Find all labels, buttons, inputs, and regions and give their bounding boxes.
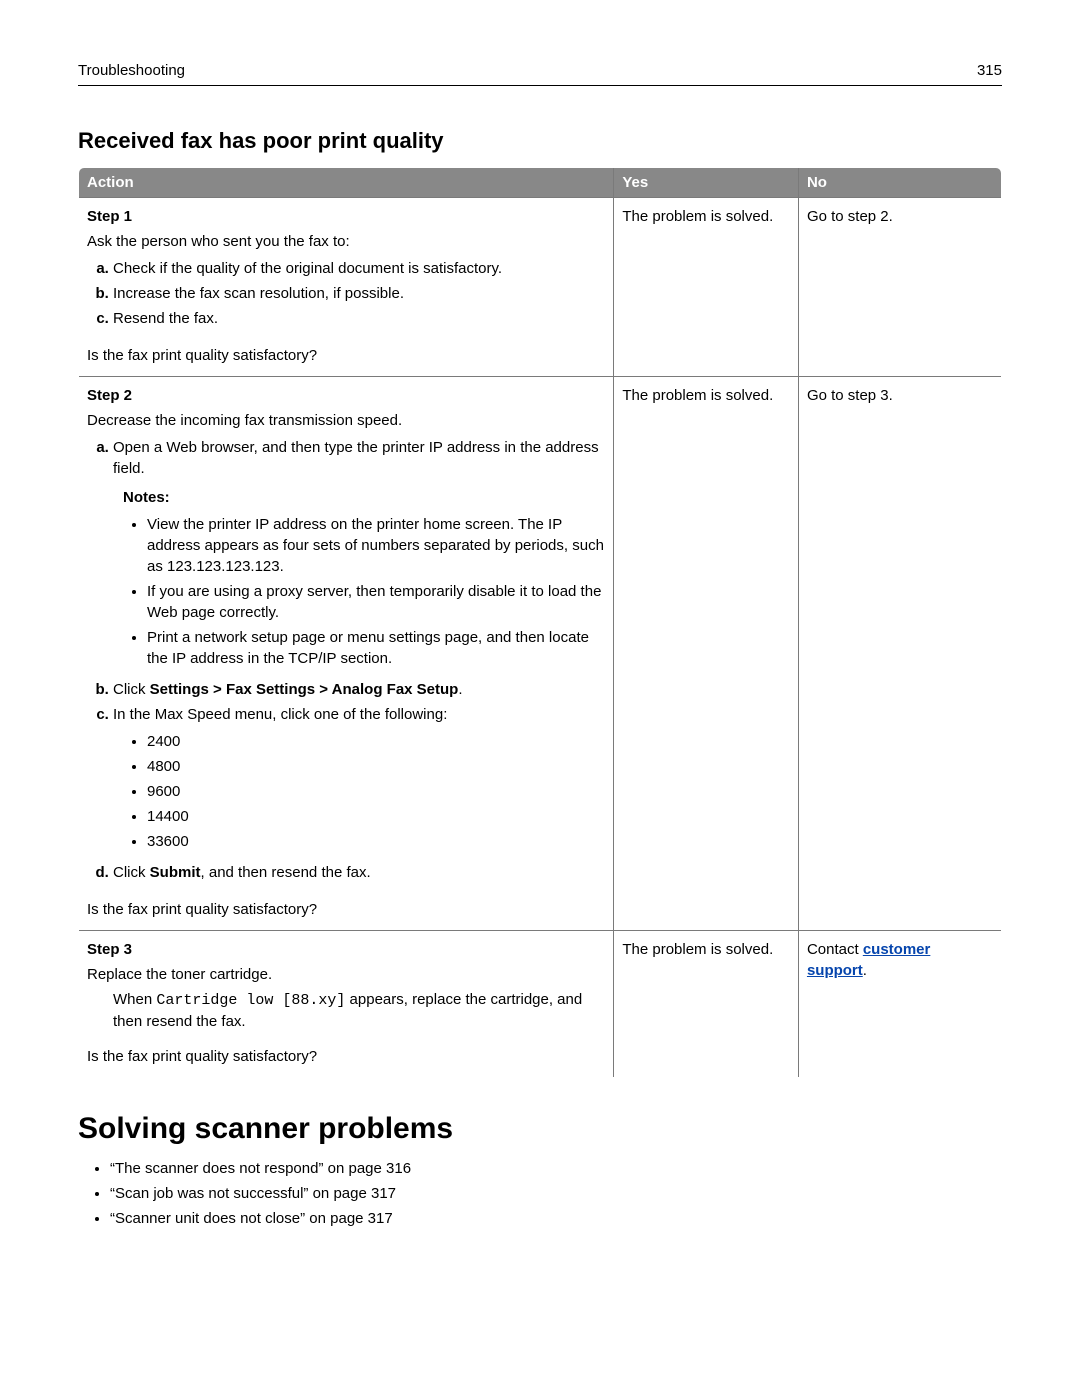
section-title-fax-quality: Received fax has poor print quality bbox=[78, 126, 1002, 157]
step3-action-cell: Step 3 Replace the toner cartridge. When… bbox=[79, 930, 614, 1077]
header-page-number: 315 bbox=[977, 60, 1002, 81]
step3-detail: When Cartridge low [88.xy] appears, repl… bbox=[113, 989, 605, 1032]
step3-no-prefix: Contact bbox=[807, 941, 863, 958]
step2-alpha-list: Open a Web browser, and then type the pr… bbox=[87, 435, 605, 885]
step3-title: Step 3 bbox=[87, 939, 605, 960]
troubleshooting-table: Action Yes No Step 1 Ask the person who … bbox=[78, 167, 1002, 1078]
step3-indent-mono: Cartridge low [88.xy] bbox=[156, 992, 345, 1009]
list-item: Resend the fax. bbox=[113, 306, 605, 331]
step2-no-cell: Go to step 3. bbox=[798, 376, 1001, 930]
step2-a-text: Open a Web browser, and then type the pr… bbox=[113, 439, 599, 477]
step1-no-cell: Go to step 2. bbox=[798, 197, 1001, 376]
step3-intro: Replace the toner cartridge. bbox=[87, 964, 605, 985]
step2-b-prefix: Click bbox=[113, 681, 150, 698]
step2-title: Step 2 bbox=[87, 385, 605, 406]
list-item: 2400 bbox=[147, 729, 605, 754]
list-item: Click Submit, and then resend the fax. bbox=[113, 860, 605, 885]
step3-question: Is the fax print quality satisfactory? bbox=[87, 1046, 605, 1067]
table-row: Step 1 Ask the person who sent you the f… bbox=[79, 197, 1002, 376]
list-item: Increase the fax scan resolution, if pos… bbox=[113, 281, 605, 306]
list-item: Click Settings > Fax Settings > Analog F… bbox=[113, 677, 605, 702]
table-row: Step 2 Decrease the incoming fax transmi… bbox=[79, 376, 1002, 930]
step2-yes-cell: The problem is solved. bbox=[614, 376, 799, 930]
list-item: 33600 bbox=[147, 829, 605, 854]
section-title-scanner: Solving scanner problems bbox=[78, 1108, 1002, 1150]
step2-d-prefix: Click bbox=[113, 864, 150, 881]
list-item: Check if the quality of the original doc… bbox=[113, 256, 605, 281]
step2-d-suffix: , and then resend the fax. bbox=[201, 864, 371, 881]
step2-notes-label: Notes: bbox=[123, 487, 605, 508]
table-row: Step 3 Replace the toner cartridge. When… bbox=[79, 930, 1002, 1077]
step1-action-cell: Step 1 Ask the person who sent you the f… bbox=[79, 197, 614, 376]
step1-alpha-list: Check if the quality of the original doc… bbox=[87, 256, 605, 331]
list-item: View the printer IP address on the print… bbox=[147, 512, 605, 579]
step2-b-bold: Settings > Fax Settings > Analog Fax Set… bbox=[150, 681, 459, 698]
step2-c-text: In the Max Speed menu, click one of the … bbox=[113, 706, 447, 723]
step2-intro: Decrease the incoming fax transmission s… bbox=[87, 410, 605, 431]
step3-no-cell: Contact customer support. bbox=[798, 930, 1001, 1077]
step2-notes-list: View the printer IP address on the print… bbox=[113, 512, 605, 671]
page-header: Troubleshooting 315 bbox=[78, 60, 1002, 86]
list-item: In the Max Speed menu, click one of the … bbox=[113, 702, 605, 860]
step1-intro: Ask the person who sent you the fax to: bbox=[87, 231, 605, 252]
step1-yes-cell: The problem is solved. bbox=[614, 197, 799, 376]
step1-title: Step 1 bbox=[87, 206, 605, 227]
list-item: “Scan job was not successful” on page 31… bbox=[110, 1181, 1002, 1206]
list-item: 14400 bbox=[147, 804, 605, 829]
col-header-no: No bbox=[798, 167, 1001, 197]
step3-yes-cell: The problem is solved. bbox=[614, 930, 799, 1077]
step3-no-suffix: . bbox=[863, 962, 867, 979]
list-item: “Scanner unit does not close” on page 31… bbox=[110, 1206, 1002, 1231]
step2-action-cell: Step 2 Decrease the incoming fax transmi… bbox=[79, 376, 614, 930]
list-item: Open a Web browser, and then type the pr… bbox=[113, 435, 605, 677]
list-item: 9600 bbox=[147, 779, 605, 804]
step2-speeds-list: 2400 4800 9600 14400 33600 bbox=[113, 729, 605, 854]
step2-b-suffix: . bbox=[458, 681, 462, 698]
list-item: If you are using a proxy server, then te… bbox=[147, 579, 605, 625]
scanner-topic-list: “The scanner does not respond” on page 3… bbox=[78, 1156, 1002, 1231]
step2-question: Is the fax print quality satisfactory? bbox=[87, 899, 605, 920]
step3-indent-prefix: When bbox=[113, 991, 156, 1008]
step1-question: Is the fax print quality satisfactory? bbox=[87, 345, 605, 366]
list-item: “The scanner does not respond” on page 3… bbox=[110, 1156, 1002, 1181]
header-left: Troubleshooting bbox=[78, 60, 185, 81]
col-header-action: Action bbox=[79, 167, 614, 197]
col-header-yes: Yes bbox=[614, 167, 799, 197]
step2-d-bold: Submit bbox=[150, 864, 201, 881]
list-item: 4800 bbox=[147, 754, 605, 779]
list-item: Print a network setup page or menu setti… bbox=[147, 625, 605, 671]
